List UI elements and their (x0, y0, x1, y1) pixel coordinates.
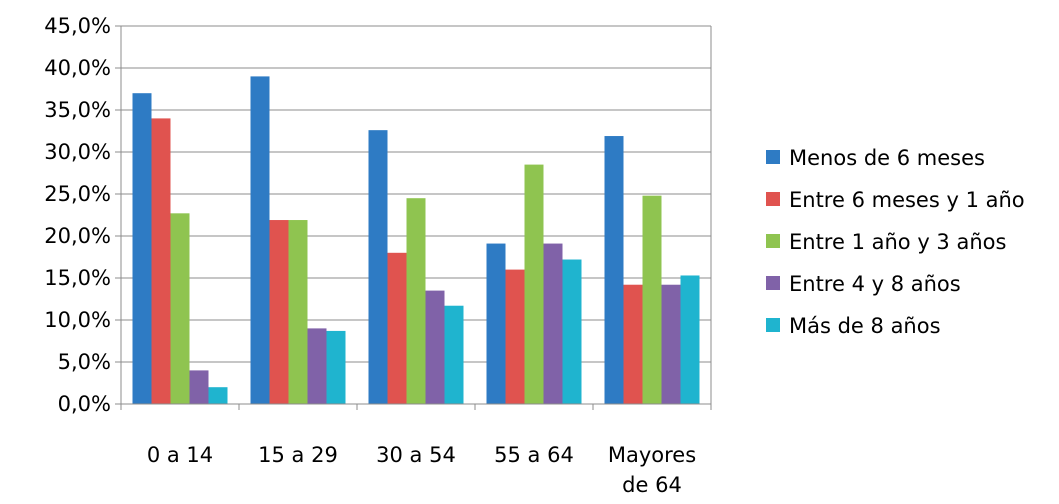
legend-swatch (766, 318, 780, 332)
bar (288, 220, 308, 404)
x-tick-label: 0 a 14 (147, 443, 213, 467)
bar (307, 328, 327, 404)
y-tick-label: 0,0% (58, 392, 111, 416)
bar (368, 130, 388, 404)
bar (486, 243, 506, 404)
bar (604, 136, 624, 405)
bar (505, 269, 525, 404)
x-axis-ticks: 0 a 14 15 a 29 30 a 54 55 a 64 Mayores de 64 (147, 443, 696, 497)
bar (543, 243, 563, 404)
x-tick-label-line: 15 a 29 (258, 443, 338, 467)
bar (623, 284, 643, 404)
bar (170, 213, 190, 404)
legend-label: Entre 4 y 8 años (789, 272, 961, 296)
y-tick-label: 15,0% (44, 266, 111, 290)
bar (562, 259, 582, 404)
bar (208, 387, 228, 404)
bar (661, 284, 681, 404)
gridlines (121, 25, 711, 363)
x-tick-label-line: 30 a 54 (376, 443, 456, 467)
y-tick-label: 10,0% (44, 308, 111, 332)
bar (444, 305, 464, 404)
y-tick-label: 5,0% (58, 350, 111, 374)
x-tick-label: 55 a 64 (494, 443, 574, 467)
y-tick-label: 30,0% (44, 140, 111, 164)
x-tick-label-line: 0 a 14 (147, 443, 213, 467)
x-tick-label: 30 a 54 (376, 443, 456, 467)
bar (642, 195, 662, 404)
bar (406, 198, 426, 404)
legend-swatch (766, 192, 780, 206)
bar (132, 93, 152, 404)
legend-swatch (766, 234, 780, 248)
bar (524, 164, 544, 404)
bar (151, 118, 171, 405)
y-tick-label: 25,0% (44, 182, 111, 206)
x-tick-label: Mayores de 64 (608, 443, 696, 497)
bar (250, 76, 270, 405)
bar (425, 290, 445, 404)
y-axis-ticks: 0,0% 5,0% 10,0% 15,0% 20,0% 25,0% 30,0% 35,0% 40… (44, 14, 111, 416)
legend-label: Entre 1 año y 3 años (789, 230, 1006, 254)
bar (387, 252, 407, 404)
y-tick-label: 40,0% (44, 56, 111, 80)
x-tick-label-line: 55 a 64 (494, 443, 574, 467)
bar (189, 370, 209, 404)
legend-label: Más de 8 años (789, 314, 941, 338)
axes (115, 25, 712, 410)
bars (132, 76, 700, 405)
x-tick-label: 15 a 29 (258, 443, 338, 467)
bar (680, 275, 700, 404)
legend-label: Entre 6 meses y 1 año (789, 188, 1025, 212)
y-tick-label: 20,0% (44, 224, 111, 248)
y-tick-label: 35,0% (44, 98, 111, 122)
legend-swatch (766, 150, 780, 164)
x-tick-label-line: Mayores (608, 443, 696, 467)
x-tick-label-line: de 64 (622, 473, 682, 497)
bar (269, 220, 289, 404)
legend: Menos de 6 meses Entre 6 meses y 1 año Ent… (766, 146, 1025, 338)
legend-label: Menos de 6 meses (789, 146, 985, 170)
y-tick-label: 45,0% (44, 14, 111, 38)
bar (326, 330, 346, 404)
legend-swatch (766, 276, 780, 290)
